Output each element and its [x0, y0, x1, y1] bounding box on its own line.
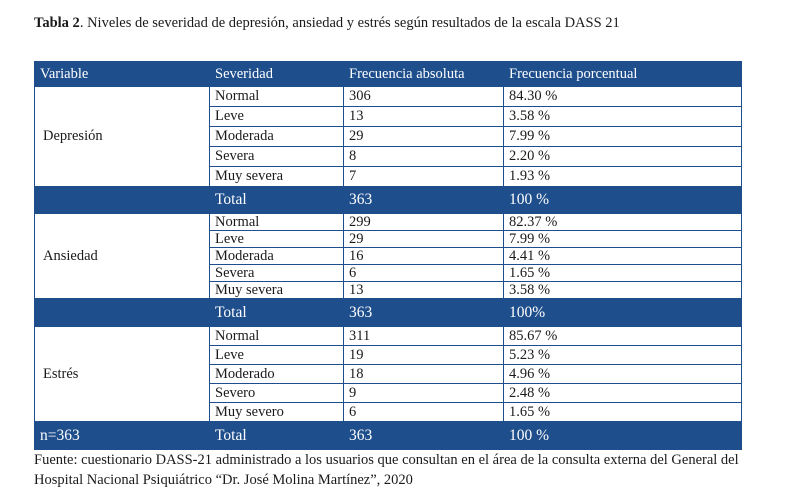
pct-cell: 1.65 %	[503, 264, 742, 282]
total-pct: 100 %	[503, 421, 742, 450]
variable-estres: Estrés	[34, 326, 210, 422]
abs-cell: 8	[343, 146, 504, 167]
severity-cell: Moderado	[209, 364, 344, 384]
severity-cell: Leve	[209, 345, 344, 365]
severity-table: Variable Severidad Frecuencia absoluta F…	[34, 61, 742, 450]
abs-cell: 6	[343, 402, 504, 422]
total-row-estres: n=363 Total 363 100 %	[34, 421, 742, 450]
pct-cell: 5.23 %	[503, 345, 742, 365]
abs-cell: 13	[343, 281, 504, 299]
severity-cell: Muy severa	[209, 281, 344, 299]
pct-cell: 3.58 %	[503, 106, 742, 127]
header-variable: Variable	[34, 61, 210, 87]
abs-cell: 29	[343, 126, 504, 147]
pct-cell: 85.67 %	[503, 326, 742, 346]
abs-cell: 19	[343, 345, 504, 365]
abs-cell: 6	[343, 264, 504, 282]
severity-cell: Moderada	[209, 126, 344, 147]
header-frequency-percent: Frecuencia porcentual	[503, 61, 742, 87]
severity-cell: Muy severo	[209, 402, 344, 422]
severity-cell: Leve	[209, 230, 344, 248]
table-row: Moderado 18 4.96 %	[35, 364, 742, 384]
total-pct: 100 %	[503, 186, 742, 214]
total-abs: 363	[343, 186, 504, 214]
pct-cell: 7.99 %	[503, 126, 742, 147]
source-note: Fuente: cuestionario DASS-21 administrad…	[34, 452, 739, 488]
table-row: Estrés Normal 311 85.67 %	[34, 326, 742, 422]
severity-cell: Severa	[209, 264, 344, 282]
abs-cell: 29	[343, 230, 504, 248]
total-abs: 363	[343, 421, 504, 450]
abs-cell: 13	[343, 106, 504, 127]
pct-cell: 1.65 %	[503, 402, 742, 422]
pct-cell: 4.41 %	[503, 247, 742, 265]
abs-cell: 18	[343, 364, 504, 384]
table-row: Leve 29 7.99 %	[35, 230, 742, 248]
severity-cell: Normal	[209, 213, 344, 231]
total-empty-cell	[34, 186, 210, 214]
severity-cell: Severo	[209, 383, 344, 403]
pct-cell: 2.20 %	[503, 146, 742, 167]
caption-label: Tabla 2	[34, 15, 80, 31]
n-count: n=363	[34, 421, 210, 450]
pct-cell: 82.37 %	[503, 213, 742, 231]
header-frequency-absolute: Frecuencia absoluta	[343, 61, 504, 87]
pct-cell: 84.30 %	[503, 86, 742, 107]
abs-cell: 7	[343, 166, 504, 187]
header-severity: Severidad	[209, 61, 344, 87]
severity-cell: Moderada	[209, 247, 344, 265]
total-empty-cell	[34, 298, 210, 327]
variable-depresion: Depresión	[34, 86, 210, 187]
abs-cell: 311	[343, 326, 504, 346]
total-label: Total	[209, 298, 344, 327]
table-row: Muy severo 6 1.65 %	[35, 402, 742, 422]
abs-cell: 16	[343, 247, 504, 265]
severity-cell: Severa	[209, 146, 344, 167]
severity-cell: Muy severa	[209, 166, 344, 187]
abs-cell: 9	[343, 383, 504, 403]
table-row: Moderada 29 7.99 %	[35, 126, 742, 147]
abs-cell: 299	[343, 213, 504, 231]
table-caption: Tabla 2. Niveles de severidad de depresi…	[34, 15, 620, 32]
severity-cell: Leve	[209, 106, 344, 127]
variable-ansiedad: Ansiedad	[34, 213, 210, 299]
abs-cell: 306	[343, 86, 504, 107]
total-label: Total	[209, 421, 344, 450]
total-abs: 363	[343, 298, 504, 327]
table-header-row: Variable Severidad Frecuencia absoluta F…	[34, 61, 742, 87]
pct-cell: 1.93 %	[503, 166, 742, 187]
pct-cell: 3.58 %	[503, 281, 742, 299]
table-row: Depresión Normal 306 84.30 %	[34, 86, 742, 187]
table-row: Ansiedad Normal 299 82.37 %	[34, 213, 742, 299]
total-row-ansiedad: Total 363 100%	[34, 298, 742, 327]
total-label: Total	[209, 186, 344, 214]
table-row: Leve 19 5.23 %	[35, 345, 742, 365]
severity-cell: Normal	[209, 326, 344, 346]
pct-cell: 7.99 %	[503, 230, 742, 248]
total-pct: 100%	[503, 298, 742, 327]
caption-text: . Niveles de severidad de depresión, ans…	[79, 15, 620, 31]
total-row-depresion: Total 363 100 %	[34, 186, 742, 214]
table-row: Severa 6 1.65 %	[35, 264, 742, 282]
table-row: Severo 9 2.48 %	[35, 383, 742, 403]
severity-cell: Normal	[209, 86, 344, 107]
pct-cell: 2.48 %	[503, 383, 742, 403]
pct-cell: 4.96 %	[503, 364, 742, 384]
